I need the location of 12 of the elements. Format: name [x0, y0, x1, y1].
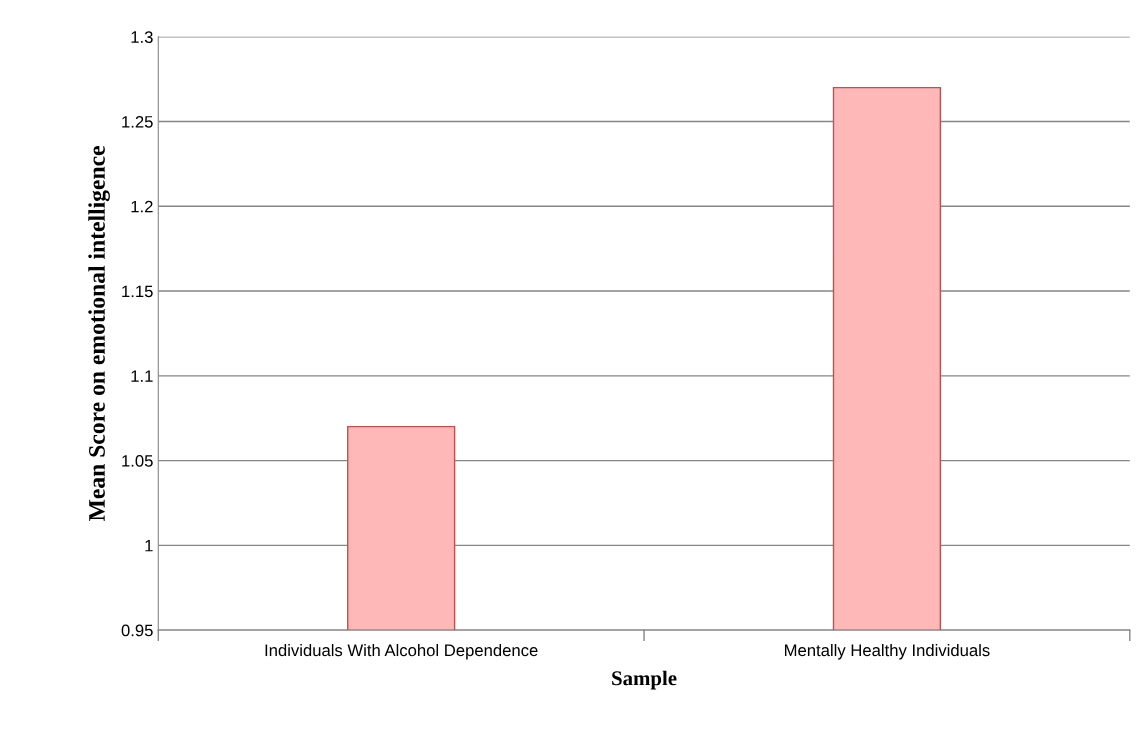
y-tick-label: 1 [145, 539, 153, 552]
x-axis-title: Sample [612, 670, 677, 690]
x-tick-label: Mentally Healthy Individuals [785, 643, 990, 660]
y-tick-label: 1.05 [122, 454, 153, 467]
y-tick-label: 1.2 [131, 200, 153, 213]
y-tick-label: 1.15 [122, 285, 153, 298]
y-tick-label: 0.95 [121, 624, 153, 637]
y-tick-label: 1.25 [122, 115, 153, 128]
y-tick-label: 1.1 [131, 370, 153, 382]
y-tick-label: 1.3 [131, 31, 153, 43]
x-tick-label: Individuals With Alcohol Dependence [265, 643, 538, 660]
y-axis-title: Mean Score on emotional intelligence [88, 146, 110, 522]
